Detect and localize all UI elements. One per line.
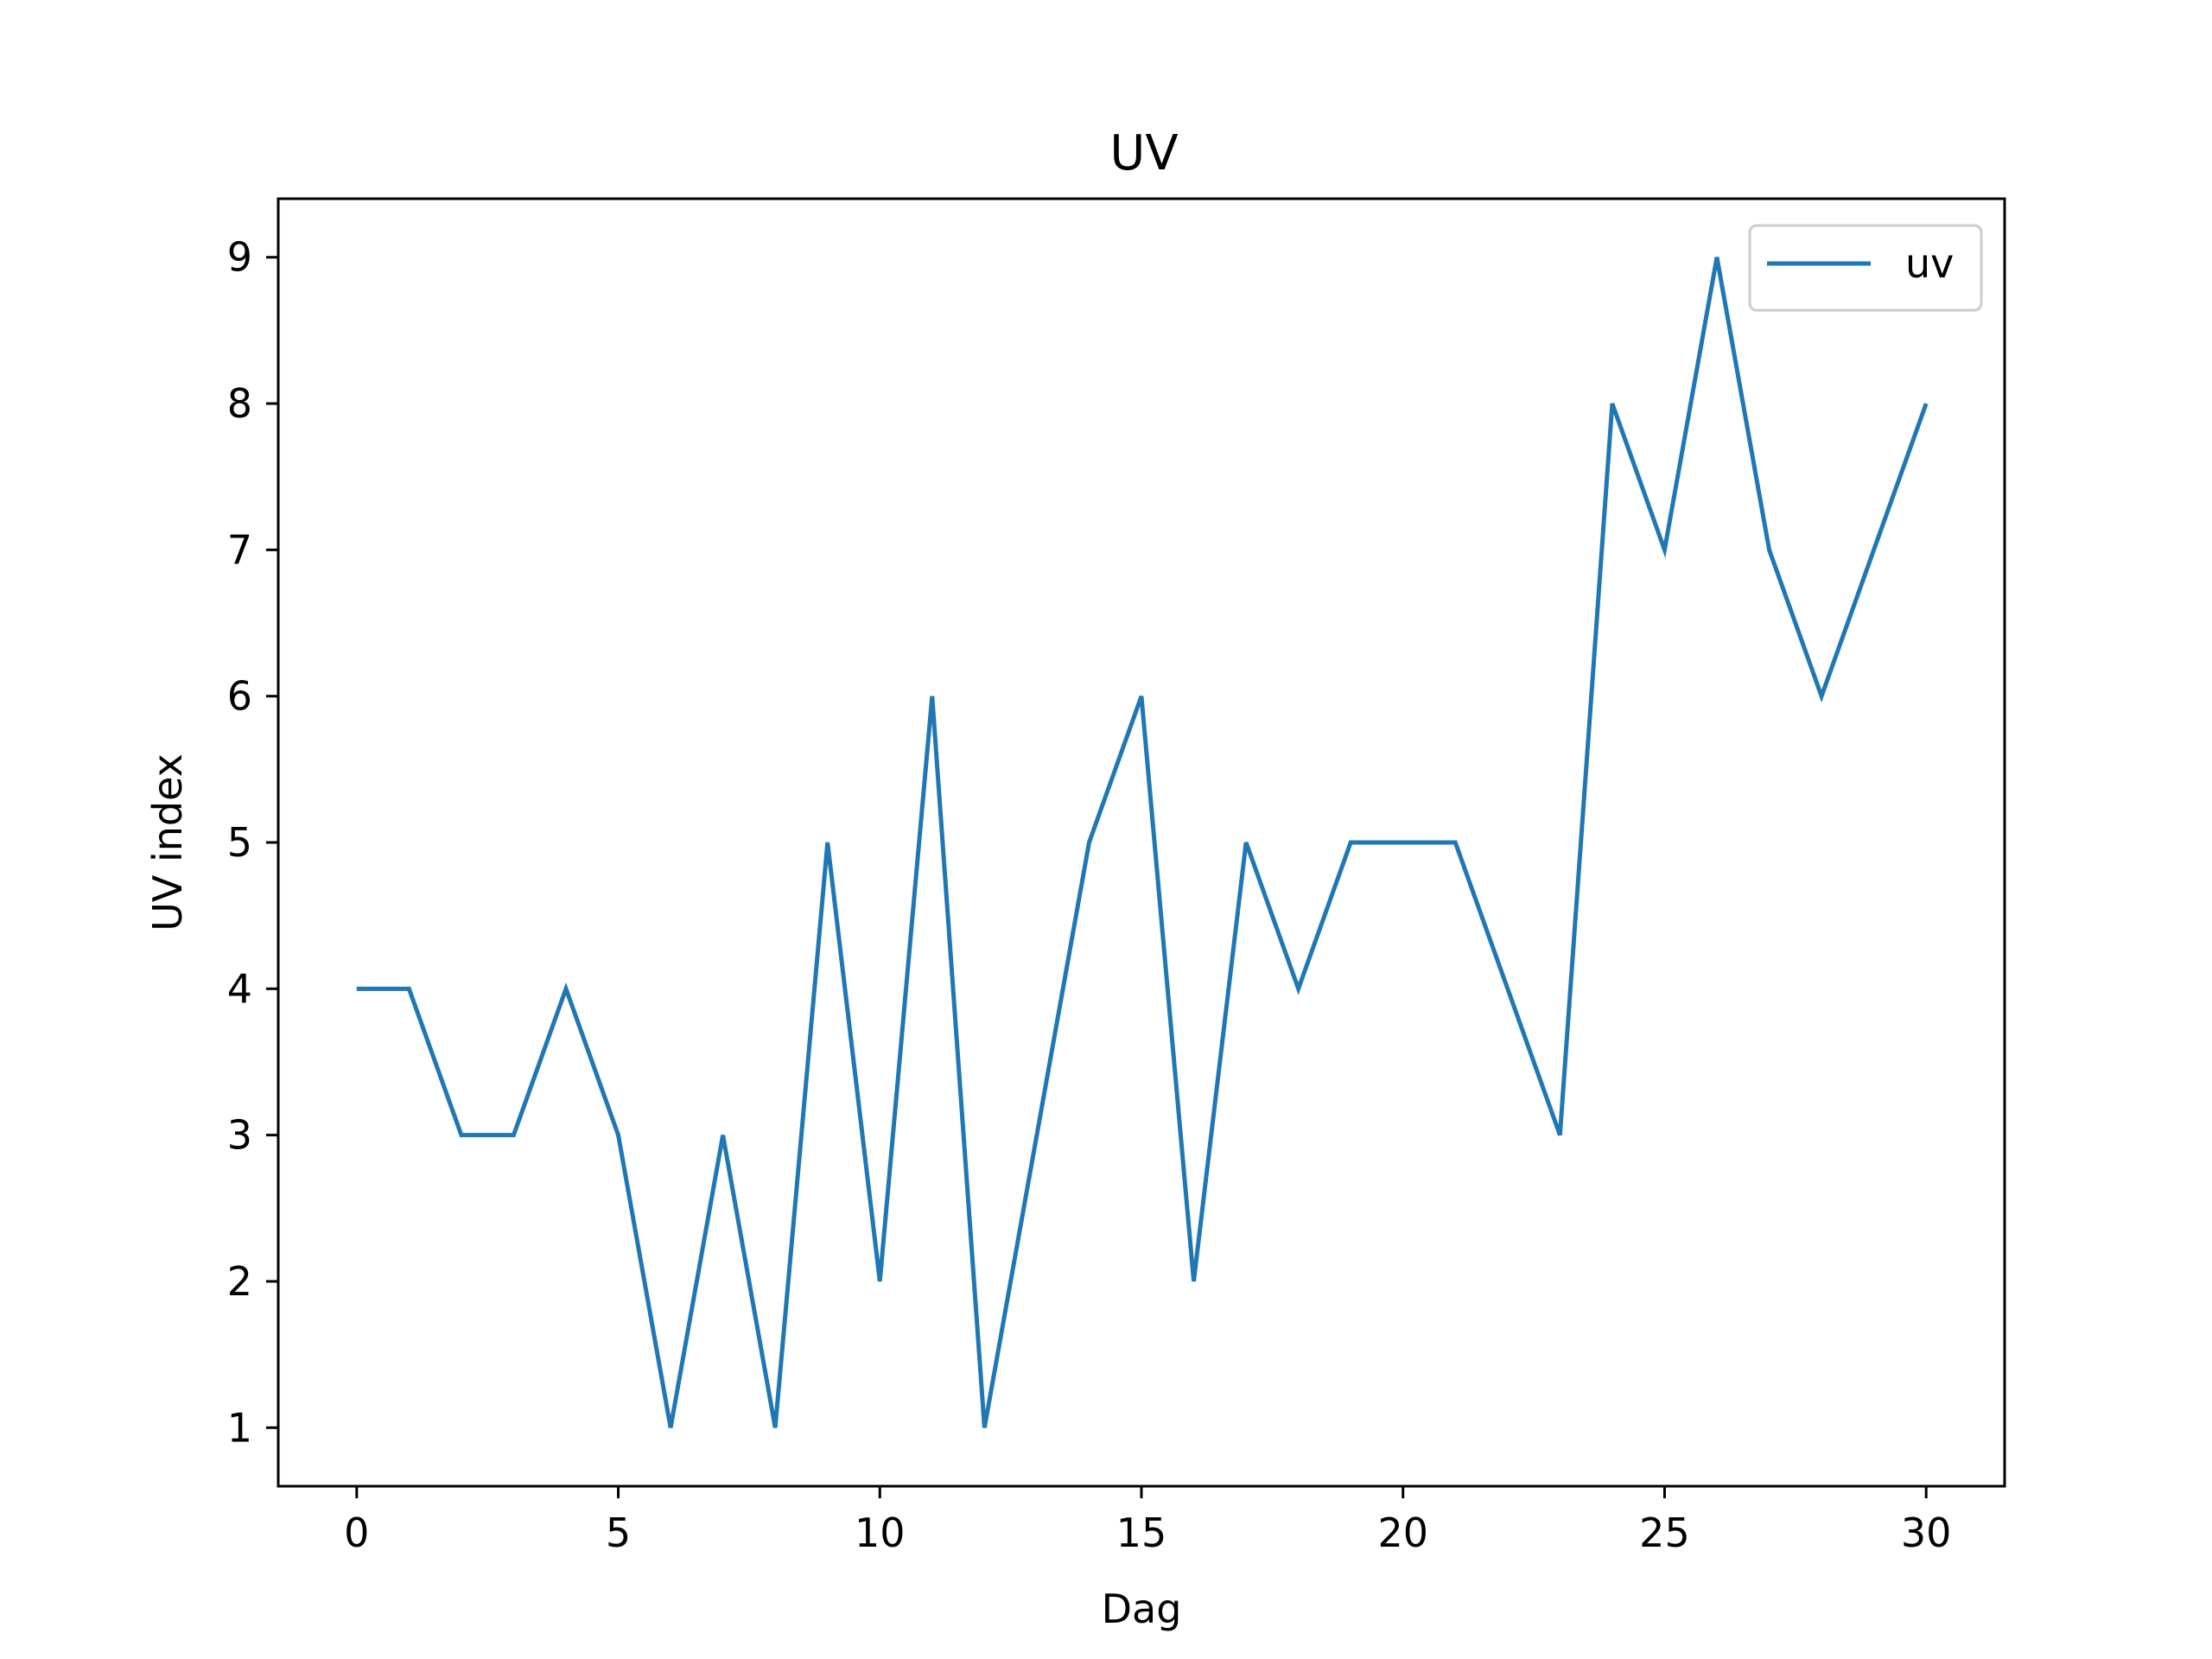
y-axis-label: UV index (144, 753, 191, 931)
x-tick-label: 0 (344, 1510, 369, 1556)
y-tick-label: 1 (227, 1404, 252, 1451)
y-tick-label: 4 (227, 965, 252, 1012)
y-tick-label: 7 (227, 526, 252, 573)
legend-box (1748, 224, 1983, 312)
legend: uv (1748, 224, 1983, 312)
chart-title: UV (1109, 125, 1178, 181)
x-tick-label: 20 (1377, 1510, 1428, 1556)
x-axis-label: Dag (1102, 1586, 1182, 1632)
y-tick-label: 2 (227, 1258, 252, 1305)
series-line-uv (356, 257, 1929, 1428)
x-axis: 0 5 10 15 20 25 30 (344, 1486, 1951, 1556)
legend-label-uv: uv (1905, 240, 1954, 287)
y-tick-label: 5 (227, 819, 252, 866)
x-tick-label: 25 (1639, 1510, 1690, 1556)
x-tick-label: 15 (1116, 1510, 1167, 1556)
y-tick-label: 6 (227, 673, 252, 720)
y-tick-label: 8 (227, 380, 252, 427)
y-axis: 1 2 3 4 5 6 7 8 9 (227, 234, 278, 1451)
plot-area (356, 257, 1929, 1428)
y-tick-label: 3 (227, 1112, 252, 1159)
x-tick-label: 5 (606, 1510, 631, 1556)
x-tick-label: 30 (1901, 1510, 1952, 1556)
plot-frame (276, 197, 2006, 1488)
x-tick-label: 10 (855, 1510, 906, 1556)
y-tick-label: 9 (227, 234, 252, 281)
